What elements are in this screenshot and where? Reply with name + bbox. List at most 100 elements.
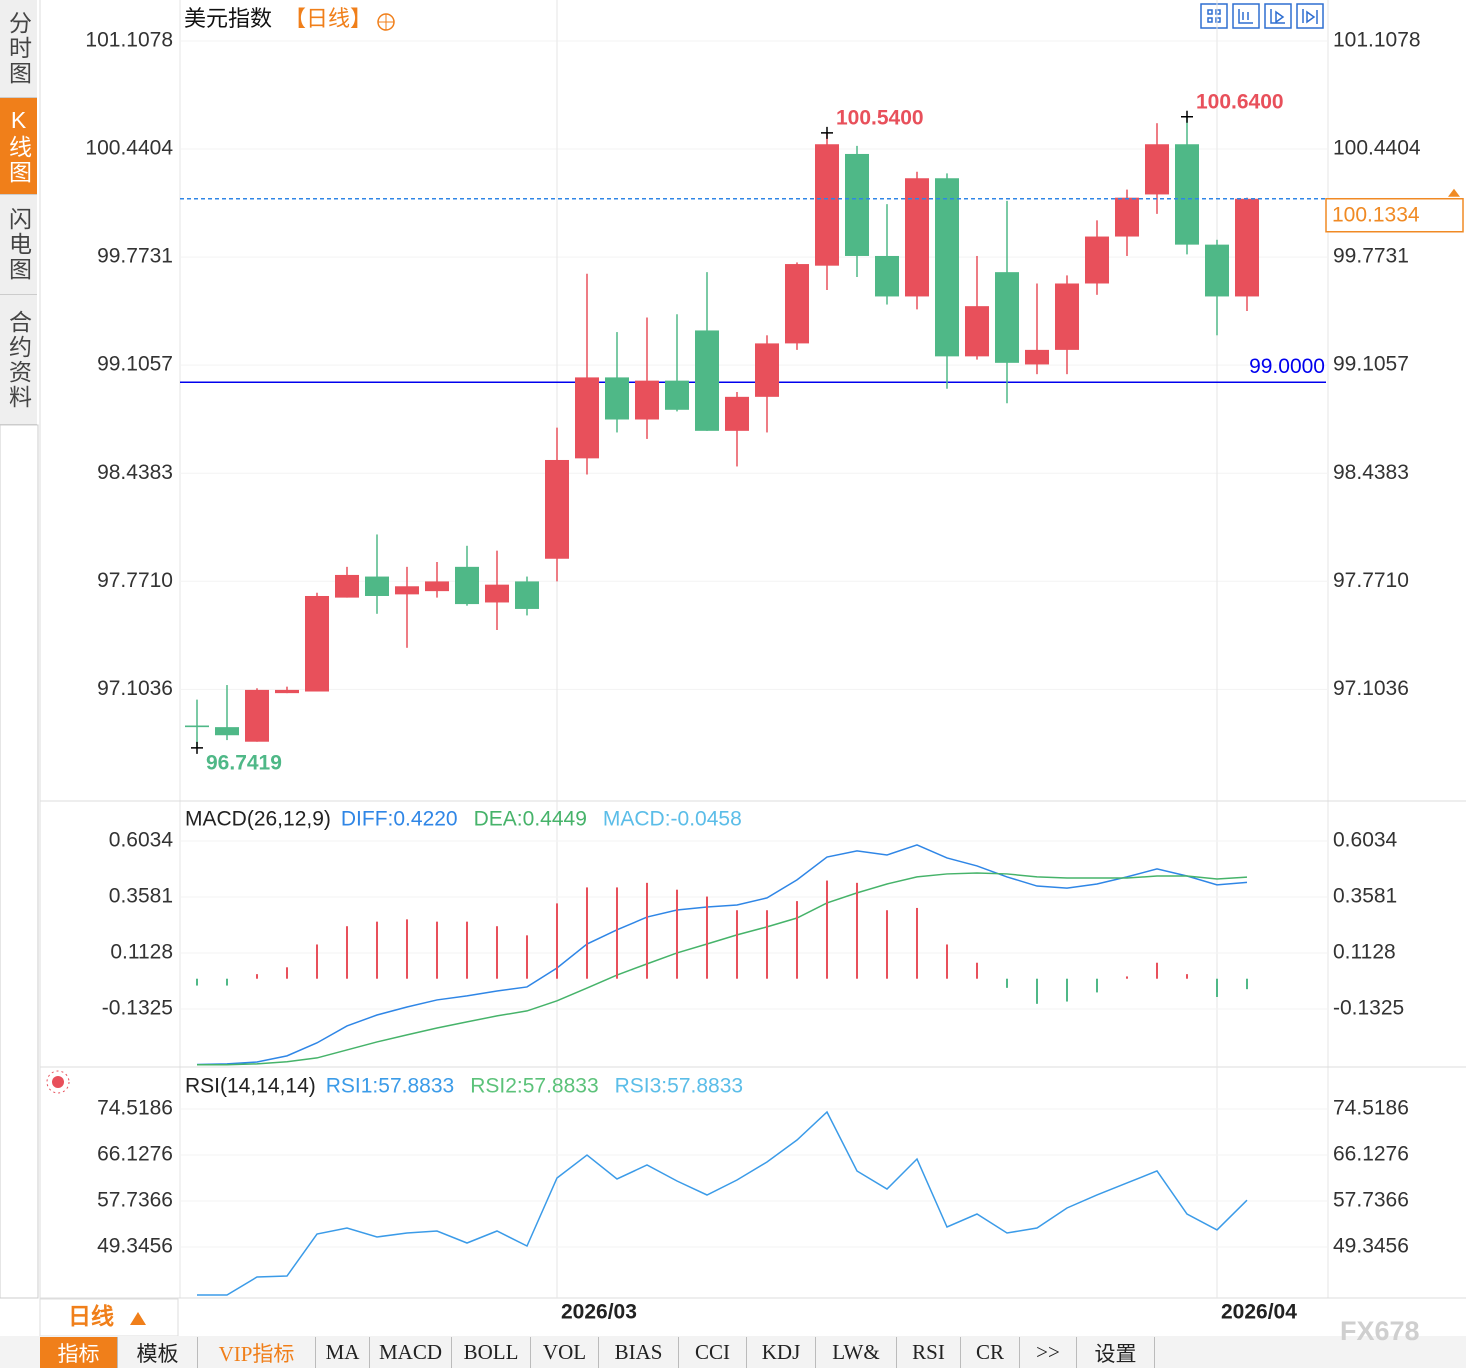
candle-body [695, 330, 719, 431]
candle-body [935, 178, 959, 357]
candle-body [755, 343, 779, 397]
sidebar-tab[interactable]: 合约资料 [0, 295, 37, 425]
candle-body [1085, 236, 1109, 284]
toolbar-icons[interactable] [1200, 3, 1324, 29]
toolbar-tab[interactable]: 指标 [40, 1337, 118, 1368]
candle-body [965, 306, 989, 357]
icon-button[interactable] [1200, 3, 1228, 29]
candle-body [575, 377, 599, 459]
period-label[interactable]: 【日线】 [284, 6, 372, 31]
toolbar-tab[interactable]: LW& [816, 1337, 897, 1368]
y-tick-label: 100.4404 [85, 137, 173, 160]
candle-body [635, 380, 659, 420]
legend-entry: RSI2:57.8833 [470, 1075, 598, 1098]
indicator-settings-icon[interactable] [46, 1070, 70, 1094]
icon-button[interactable] [1296, 3, 1324, 29]
candle-body [245, 689, 269, 742]
y-tick-label: 0.1128 [110, 941, 173, 964]
y-tick-label: 97.7710 [1333, 569, 1409, 592]
candle-body [995, 272, 1019, 363]
y-tick-label: 0.3581 [109, 885, 173, 908]
y-tick-label: 97.7710 [97, 569, 173, 592]
x-tick-label: 2026/04 [1221, 1301, 1297, 1324]
legend-entry: MACD:-0.0458 [603, 808, 742, 831]
y-tick-label: 0.6034 [109, 829, 174, 852]
sidebar-empty [0, 424, 39, 1299]
y-tick-label: 99.7731 [1333, 245, 1409, 268]
candle-body [845, 153, 869, 256]
indicator-title: MACD(26,12,9) [185, 808, 331, 831]
x-tick-label: 2026/03 [561, 1301, 637, 1324]
y-tick-label: 100.4404 [1333, 137, 1421, 160]
candle-body [185, 725, 209, 728]
candle-body [305, 595, 329, 692]
sidebar-tab[interactable]: 分时图 [0, 0, 37, 98]
legend-entry: RSI3:57.8833 [615, 1075, 743, 1098]
crosshair-icon[interactable] [377, 13, 395, 31]
toolbar-tab[interactable]: CCI [679, 1337, 747, 1368]
period-selector-arrow[interactable] [130, 1312, 146, 1325]
last-price-box [1325, 197, 1464, 233]
y-tick-label: 74.5186 [97, 1097, 173, 1120]
high-label: 100.6400 [1196, 90, 1284, 113]
toolbar-tab[interactable]: VIP指标 [198, 1337, 316, 1368]
candle-body [395, 586, 419, 595]
macd-line [196, 844, 1248, 1066]
candle-body [515, 581, 539, 609]
period-selector[interactable]: 日线 [68, 1303, 114, 1329]
candle-body [1175, 144, 1199, 245]
y-tick-label: -0.1325 [102, 997, 173, 1020]
toolbar-tab[interactable]: 模板 [118, 1337, 198, 1368]
y-tick-label: 99.1057 [1333, 353, 1409, 376]
rsi-line [197, 1110, 1248, 1296]
toolbar-tab[interactable]: >> [1020, 1337, 1077, 1368]
candle-body [425, 581, 449, 592]
y-tick-label: 57.7366 [1333, 1189, 1409, 1212]
toolbar-tab[interactable]: 设置 [1077, 1337, 1155, 1368]
y-tick-label: 0.1128 [1333, 941, 1396, 964]
y-tick-label: 99.7731 [97, 245, 173, 268]
legend-entry: DEA:0.4449 [474, 808, 587, 831]
y-tick-label: 0.6034 [1333, 829, 1398, 852]
candle-body [1055, 283, 1079, 350]
reference-label: 99.0000 [1249, 355, 1325, 378]
toolbar-tab[interactable]: BOLL [452, 1337, 531, 1368]
legend-entry: DIFF:0.4220 [341, 808, 458, 831]
toolbar-tab[interactable]: BIAS [599, 1337, 679, 1368]
candle-body [215, 727, 239, 736]
instrument-title: 美元指数 [184, 6, 272, 31]
candle-body [1025, 349, 1049, 365]
icon-button[interactable] [1232, 3, 1260, 29]
extreme-marker [191, 741, 203, 754]
sidebar-tab[interactable]: K线图 [0, 98, 37, 195]
y-tick-label: 97.1036 [97, 677, 173, 700]
y-tick-label: 74.5186 [1333, 1097, 1409, 1120]
indicator-title: RSI(14,14,14) [185, 1075, 316, 1098]
y-tick-label: 101.1078 [1333, 29, 1421, 52]
extreme-marker [821, 126, 833, 139]
toolbar-tab[interactable]: MACD [370, 1337, 452, 1368]
candle-body [455, 566, 479, 605]
toolbar-tab[interactable]: VOL [531, 1337, 599, 1368]
sidebar-tab[interactable]: 闪电图 [0, 195, 37, 295]
candle-body [665, 380, 689, 410]
candle-body [605, 377, 629, 420]
y-tick-label: 99.1057 [97, 353, 173, 376]
toolbar-tab[interactable]: CR [961, 1337, 1020, 1368]
candle-body [875, 255, 899, 297]
icon-button[interactable] [1264, 3, 1292, 29]
toolbar-tab[interactable]: RSI [897, 1337, 961, 1368]
candle-body [1115, 197, 1139, 237]
extreme-marker [1181, 110, 1193, 123]
candle-body [335, 574, 359, 598]
toolbar-tab[interactable]: MA [316, 1337, 370, 1368]
candle-body [485, 584, 509, 603]
last-price-label: 100.1334 [1332, 203, 1420, 226]
y-tick-label: 98.4383 [1333, 461, 1409, 484]
candle-body [545, 459, 569, 559]
candle-body [725, 396, 749, 431]
candle-body [1235, 198, 1259, 297]
toolbar-tab[interactable]: KDJ [747, 1337, 816, 1368]
candle-body [365, 576, 389, 596]
